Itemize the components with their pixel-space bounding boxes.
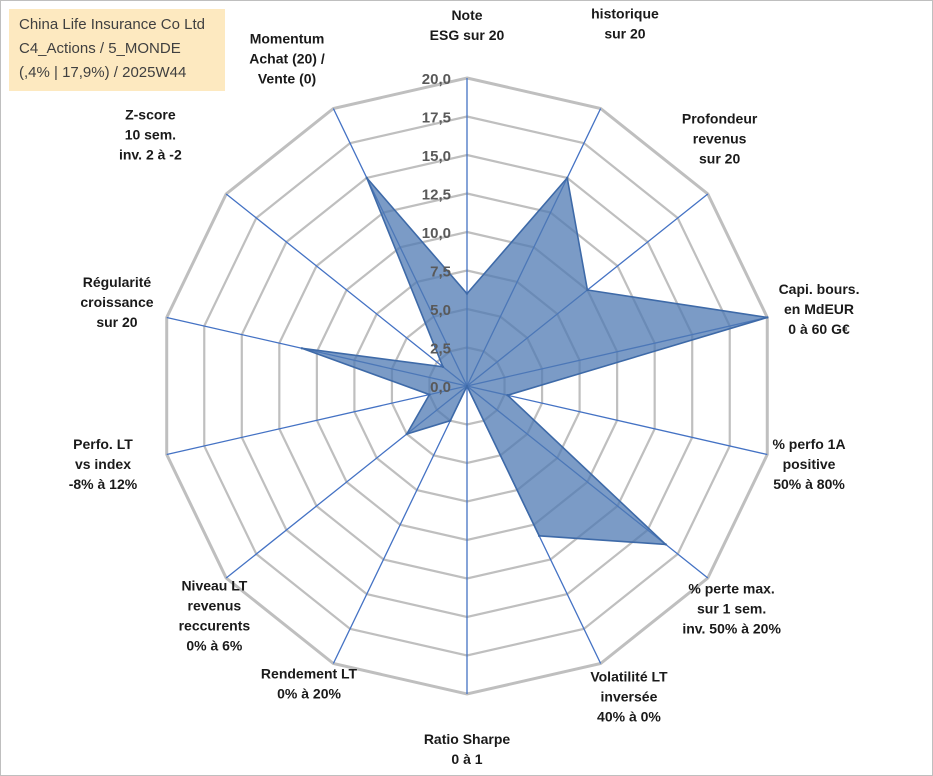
data-point xyxy=(537,534,541,538)
axis-label-line: Perfo. LT xyxy=(73,436,133,452)
series-area xyxy=(301,176,768,546)
radar-spoke xyxy=(332,385,468,664)
data-point xyxy=(506,394,509,397)
axis-label-line: Z-score xyxy=(125,107,176,123)
axis-label-line: Momentum xyxy=(250,30,325,46)
radial-tick-label: 10,0 xyxy=(422,225,451,242)
axis-label-line: 10 sem. xyxy=(125,127,176,143)
data-point xyxy=(405,432,408,436)
axis-label-line: historique xyxy=(591,5,659,21)
data-point xyxy=(465,384,469,388)
data-point xyxy=(664,543,667,546)
axis-label-line: 0 à 60 G€ xyxy=(788,321,850,337)
axis-label-line: % perte max. xyxy=(688,580,774,596)
data-point xyxy=(441,365,445,368)
axis-label-line: Niveau LT xyxy=(181,577,247,593)
axis-label-line: Rendement LT xyxy=(261,666,358,682)
axis-label-line: 0% à 6% xyxy=(186,637,243,653)
axis-label-line: Ratio Sharpe xyxy=(424,731,511,747)
axis-label-line: Profondeur xyxy=(587,0,663,1)
axis-label: % perte max. sur 1 sem. inv. 50% à 20% xyxy=(682,580,781,636)
data-point xyxy=(365,176,368,180)
radar-spoke xyxy=(166,385,468,456)
radial-tick-label: 20,0 xyxy=(422,71,451,88)
axis-label-line: ESG sur 20 xyxy=(430,27,505,43)
data-point xyxy=(586,288,589,292)
data-point xyxy=(566,176,569,180)
axis-label-line: inversée xyxy=(601,689,658,705)
axis-label-line: vs index xyxy=(75,456,131,472)
axis-label-line: reccurents xyxy=(179,617,251,633)
axis-label-line: sur 1 sem. xyxy=(697,600,766,616)
axis-label-line: revenus xyxy=(693,131,747,147)
radial-tick-label: 7,5 xyxy=(430,264,451,281)
axis-label: Niveau LT revenus reccurents 0% à 6% xyxy=(179,577,251,653)
axis-label-line: Profondeur xyxy=(682,111,758,127)
axis-label-line: inv. 2 à -2 xyxy=(119,147,182,163)
axis-label-line: revenus xyxy=(188,597,242,613)
axis-label-line: -8% à 12% xyxy=(69,476,138,492)
axis-label: Volatilité LT inversée 40% à 0% xyxy=(590,669,668,725)
radar-tick-labels: 0,0 2,5 5,0 7,5 10,0 12,5 15,0 17,5 20,0 xyxy=(422,71,451,396)
radial-tick-label: 17,5 xyxy=(422,110,451,127)
data-point xyxy=(300,347,304,350)
axis-label: Rendement LT 0% à 20% xyxy=(261,666,358,702)
radial-tick-label: 12,5 xyxy=(422,187,451,204)
company-name: China Life Insurance Co Ltd xyxy=(19,16,205,33)
axis-label-line: Volatilité LT xyxy=(590,669,668,685)
axis-label-line: Vente (0) xyxy=(258,70,316,86)
portfolio-category: C4_Actions / 5_MONDE xyxy=(19,40,181,57)
axis-label-line: Note xyxy=(451,7,482,23)
axis-label-line: positive xyxy=(783,456,836,472)
axis-label: Profondeur historique sur 20 xyxy=(587,0,663,41)
axis-label-line: Capi. bours. xyxy=(779,281,860,297)
axis-label: Capi. bours. en MdEUR 0 à 60 G€ xyxy=(779,281,860,337)
axis-label-line: 0% à 20% xyxy=(277,686,341,702)
axis-label: Profondeur revenus sur 20 xyxy=(682,111,758,167)
axis-label-line: croissance xyxy=(80,294,153,310)
axis-label-line: sur 20 xyxy=(699,151,740,167)
axis-label-line: sur 20 xyxy=(604,25,645,41)
axis-label: Momentum Achat (20) / Vente (0) xyxy=(249,30,325,86)
data-point xyxy=(449,419,452,422)
radar-spoke xyxy=(466,385,768,456)
radial-tick-label: 15,0 xyxy=(422,148,451,165)
axis-label: Ratio Sharpe 0 à 1 xyxy=(424,731,511,767)
radial-tick-label: 0,0 xyxy=(430,379,451,396)
axis-label-line: % perfo 1A xyxy=(772,436,845,452)
radar-series xyxy=(300,176,769,546)
chart-title-box: China Life Insurance Co Ltd C4_Actions /… xyxy=(9,9,225,91)
radial-tick-label: 5,0 xyxy=(430,302,451,319)
axis-label-line: sur 20 xyxy=(96,314,137,330)
axis-label: Z-score 10 sem. inv. 2 à -2 xyxy=(119,107,182,163)
axis-label: Régularité croissance sur 20 xyxy=(80,274,153,330)
axis-label-line: 40% à 0% xyxy=(597,709,661,725)
axis-label-line: 0 à 1 xyxy=(451,751,482,767)
axis-label: Note ESG sur 20 xyxy=(430,7,505,43)
radar-spoke xyxy=(225,193,468,387)
axis-label-line: 50% à 80% xyxy=(773,476,845,492)
axis-label-line: Régularité xyxy=(83,274,152,290)
radial-tick-label: 2,5 xyxy=(430,341,451,358)
data-point xyxy=(766,316,769,319)
axis-label: Perfo. LT vs index -8% à 12% xyxy=(69,436,138,492)
data-point xyxy=(465,292,469,295)
data-point xyxy=(428,393,431,396)
axis-label-line: Achat (20) / xyxy=(249,50,325,66)
performance-period: (,4% | 17,9%) / 2025W44 xyxy=(19,64,187,81)
axis-label-line: en MdEUR xyxy=(784,301,854,317)
axis-label: % perfo 1A positive 50% à 80% xyxy=(772,436,845,492)
radar-axis-labels: Note ESG sur 20 Profondeur historique sur 20… xyxy=(69,0,860,767)
axis-label-line: inv. 50% à 20% xyxy=(682,620,781,636)
